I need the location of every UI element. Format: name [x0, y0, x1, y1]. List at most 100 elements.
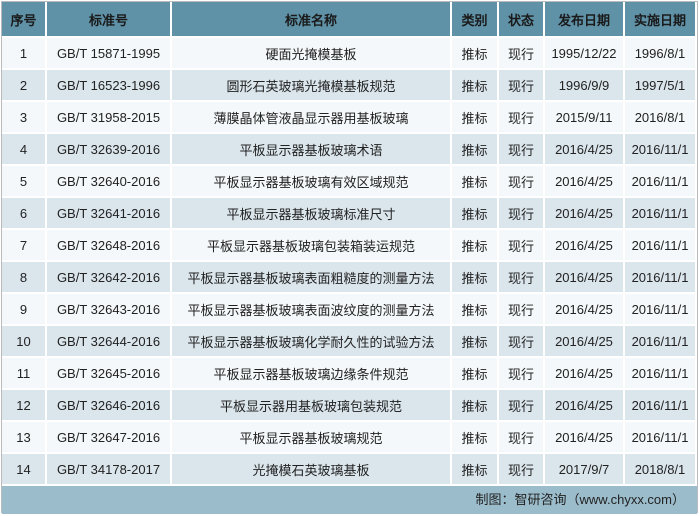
- cell-publish-date: 2015/9/11: [544, 100, 625, 133]
- table-row: 9 GB/T 32643-2016 平板显示器基板玻璃表面波纹度的测量方法 推标 现行 2…: [2, 292, 697, 325]
- table-row: 4 GB/T 32639-2016 平板显示器基板玻璃术语 推标 现行 2016/4/25…: [2, 132, 697, 165]
- cell-status: 现行: [498, 260, 545, 293]
- cell-standard-no: GB/T 32641-2016: [46, 196, 172, 229]
- cell-effective-date: 2016/11/1: [624, 164, 697, 197]
- cell-status: 现行: [498, 388, 545, 421]
- cell-publish-date: 2016/4/25: [544, 324, 625, 357]
- cell-publish-date: 2017/9/7: [544, 452, 625, 484]
- cell-standard-name: 光掩模石英玻璃基板: [171, 452, 452, 484]
- cell-standard-no: GB/T 32648-2016: [46, 228, 172, 261]
- cell-publish-date: 2016/4/25: [544, 164, 625, 197]
- cell-category: 推标: [451, 292, 499, 325]
- header-standard-name: 标准名称: [171, 2, 452, 37]
- cell-publish-date: 1996/9/9: [544, 68, 625, 101]
- header-category: 类别: [451, 2, 499, 37]
- cell-standard-name: 平板显示器基板玻璃边缘条件规范: [171, 356, 452, 389]
- cell-standard-no: GB/T 31958-2015: [46, 100, 172, 133]
- cell-standard-name: 薄膜晶体管液晶显示器用基板玻璃: [171, 100, 452, 133]
- table-row: 12 GB/T 32646-2016 平板显示器用基板玻璃包装规范 推标 现行 2016/…: [2, 388, 697, 421]
- header-publish-date: 发布日期: [544, 2, 625, 37]
- cell-status: 现行: [498, 452, 545, 484]
- table-row: 11 GB/T 32645-2016 平板显示器基板玻璃边缘条件规范 推标 现行 2016…: [2, 356, 697, 389]
- table-row: 6 GB/T 32641-2016 平板显示器基板玻璃标准尺寸 推标 现行 2016/4/…: [2, 196, 697, 229]
- cell-seq: 7: [2, 228, 47, 261]
- cell-category: 推标: [451, 164, 499, 197]
- table-row: 10 GB/T 32644-2016 平板显示器基板玻璃化学耐久性的试验方法 推标 现行…: [2, 324, 697, 357]
- cell-standard-no: GB/T 34178-2017: [46, 452, 172, 484]
- cell-seq: 8: [2, 260, 47, 293]
- standards-table: 序号 标准号 标准名称 类别 状态 发布日期 实施日期 1 GB/T 15871-1995 硬面…: [2, 2, 697, 484]
- cell-standard-no: GB/T 32645-2016: [46, 356, 172, 389]
- cell-status: 现行: [498, 292, 545, 325]
- cell-standard-no: GB/T 32640-2016: [46, 164, 172, 197]
- cell-seq: 1: [2, 36, 47, 69]
- cell-standard-no: GB/T 32644-2016: [46, 324, 172, 357]
- cell-publish-date: 2016/4/25: [544, 228, 625, 261]
- cell-effective-date: 1996/8/1: [624, 36, 697, 69]
- cell-seq: 9: [2, 292, 47, 325]
- cell-category: 推标: [451, 324, 499, 357]
- cell-category: 推标: [451, 356, 499, 389]
- table-row: 2 GB/T 16523-1996 圆形石英玻璃光掩模基板规范 推标 现行 1996/9/…: [2, 68, 697, 101]
- cell-seq: 3: [2, 100, 47, 133]
- cell-status: 现行: [498, 36, 545, 69]
- cell-publish-date: 2016/4/25: [544, 420, 625, 453]
- cell-seq: 12: [2, 388, 47, 421]
- cell-standard-no: GB/T 32639-2016: [46, 132, 172, 165]
- cell-effective-date: 2016/11/1: [624, 356, 697, 389]
- cell-status: 现行: [498, 164, 545, 197]
- cell-standard-no: GB/T 15871-1995: [46, 36, 172, 69]
- cell-standard-name: 平板显示器基板玻璃标准尺寸: [171, 196, 452, 229]
- cell-effective-date: 2016/11/1: [624, 324, 697, 357]
- cell-standard-name: 平板显示器基板玻璃表面粗糙度的测量方法: [171, 260, 452, 293]
- cell-publish-date: 2016/4/25: [544, 356, 625, 389]
- cell-standard-name: 平板显示器基板玻璃化学耐久性的试验方法: [171, 324, 452, 357]
- cell-standard-no: GB/T 16523-1996: [46, 68, 172, 101]
- cell-category: 推标: [451, 228, 499, 261]
- cell-standard-name: 平板显示器基板玻璃规范: [171, 420, 452, 453]
- table-row: 13 GB/T 32647-2016 平板显示器基板玻璃规范 推标 现行 2016/4/2…: [2, 420, 697, 453]
- cell-standard-no: GB/T 32642-2016: [46, 260, 172, 293]
- table-row: 7 GB/T 32648-2016 平板显示器基板玻璃包装箱装运规范 推标 现行 2016…: [2, 228, 697, 261]
- cell-category: 推标: [451, 196, 499, 229]
- cell-standard-name: 平板显示器用基板玻璃包装规范: [171, 388, 452, 421]
- cell-status: 现行: [498, 196, 545, 229]
- cell-seq: 2: [2, 68, 47, 101]
- cell-standard-no: GB/T 32646-2016: [46, 388, 172, 421]
- cell-publish-date: 1995/12/22: [544, 36, 625, 69]
- cell-effective-date: 1997/5/1: [624, 68, 697, 101]
- cell-publish-date: 2016/4/25: [544, 196, 625, 229]
- cell-seq: 5: [2, 164, 47, 197]
- header-status: 状态: [498, 2, 545, 37]
- cell-category: 推标: [451, 36, 499, 69]
- cell-category: 推标: [451, 388, 499, 421]
- cell-effective-date: 2016/11/1: [624, 228, 697, 261]
- cell-status: 现行: [498, 420, 545, 453]
- cell-effective-date: 2016/11/1: [624, 388, 697, 421]
- cell-publish-date: 2016/4/25: [544, 292, 625, 325]
- cell-status: 现行: [498, 68, 545, 101]
- header-row: 序号 标准号 标准名称 类别 状态 发布日期 实施日期: [2, 2, 697, 37]
- header-effective-date: 实施日期: [624, 2, 697, 37]
- cell-seq: 14: [2, 452, 47, 484]
- cell-effective-date: 2016/11/1: [624, 196, 697, 229]
- cell-effective-date: 2016/11/1: [624, 420, 697, 453]
- source-footer: 制图：智研咨询（www.chyxx.com）: [2, 484, 697, 514]
- cell-category: 推标: [451, 68, 499, 101]
- cell-status: 现行: [498, 100, 545, 133]
- cell-standard-no: GB/T 32643-2016: [46, 292, 172, 325]
- cell-standard-name: 硬面光掩模基板: [171, 36, 452, 69]
- cell-status: 现行: [498, 324, 545, 357]
- table-row: 3 GB/T 31958-2015 薄膜晶体管液晶显示器用基板玻璃 推标 现行 2015/…: [2, 100, 697, 133]
- cell-seq: 6: [2, 196, 47, 229]
- table-row: 14 GB/T 34178-2017 光掩模石英玻璃基板 推标 现行 2017/9/7 20…: [2, 452, 697, 484]
- cell-standard-name: 平板显示器基板玻璃术语: [171, 132, 452, 165]
- cell-category: 推标: [451, 420, 499, 453]
- header-standard-no: 标准号: [46, 2, 172, 37]
- cell-seq: 13: [2, 420, 47, 453]
- cell-category: 推标: [451, 100, 499, 133]
- cell-effective-date: 2016/11/1: [624, 260, 697, 293]
- cell-standard-name: 平板显示器基板玻璃表面波纹度的测量方法: [171, 292, 452, 325]
- cell-status: 现行: [498, 356, 545, 389]
